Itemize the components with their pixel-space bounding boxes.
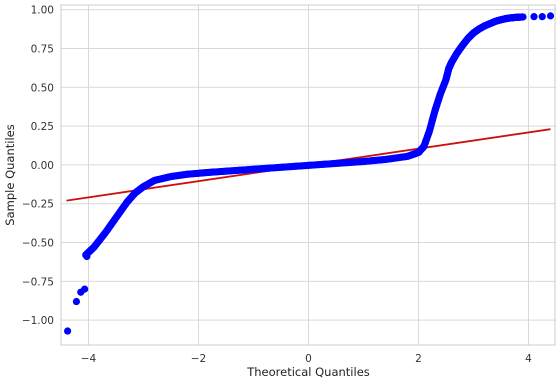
sample-point [81, 285, 89, 293]
y-tick-label: −1.00 [22, 315, 54, 327]
tick-labels: −4 −2 0 2 4 −1.00 −0.75 −0.50 −0.25 0.00 0.25 0.50 0… [22, 5, 532, 365]
sample-point [538, 13, 546, 21]
sample-point [546, 12, 555, 20]
sample-points [64, 12, 555, 335]
sample-point [519, 13, 527, 21]
x-tick-label: 2 [415, 353, 422, 365]
y-tick-label: −0.25 [22, 199, 54, 211]
y-tick-label: 0.75 [31, 43, 54, 55]
y-tick-label: −0.50 [22, 238, 54, 250]
sample-point [64, 327, 72, 335]
y-tick-label: 1.00 [31, 5, 54, 17]
y-tick-label: 0.50 [31, 82, 54, 94]
y-tick-label: −0.75 [22, 276, 54, 288]
x-tick-label: −4 [81, 353, 97, 365]
y-tick-label: 0.00 [31, 160, 54, 172]
x-tick-label: −2 [191, 353, 206, 365]
y-axis-label: Sample Quantiles [3, 124, 17, 225]
y-tick-label: 0.25 [31, 121, 54, 133]
x-tick-label: 0 [305, 353, 312, 365]
grid-lines [61, 5, 556, 345]
x-tick-label: 4 [525, 353, 532, 365]
x-axis-label: Theoretical Quantiles [246, 365, 370, 379]
sample-point [83, 252, 91, 261]
plot-frame [60, 4, 556, 346]
sample-point [72, 297, 80, 306]
sample-point [530, 13, 538, 21]
